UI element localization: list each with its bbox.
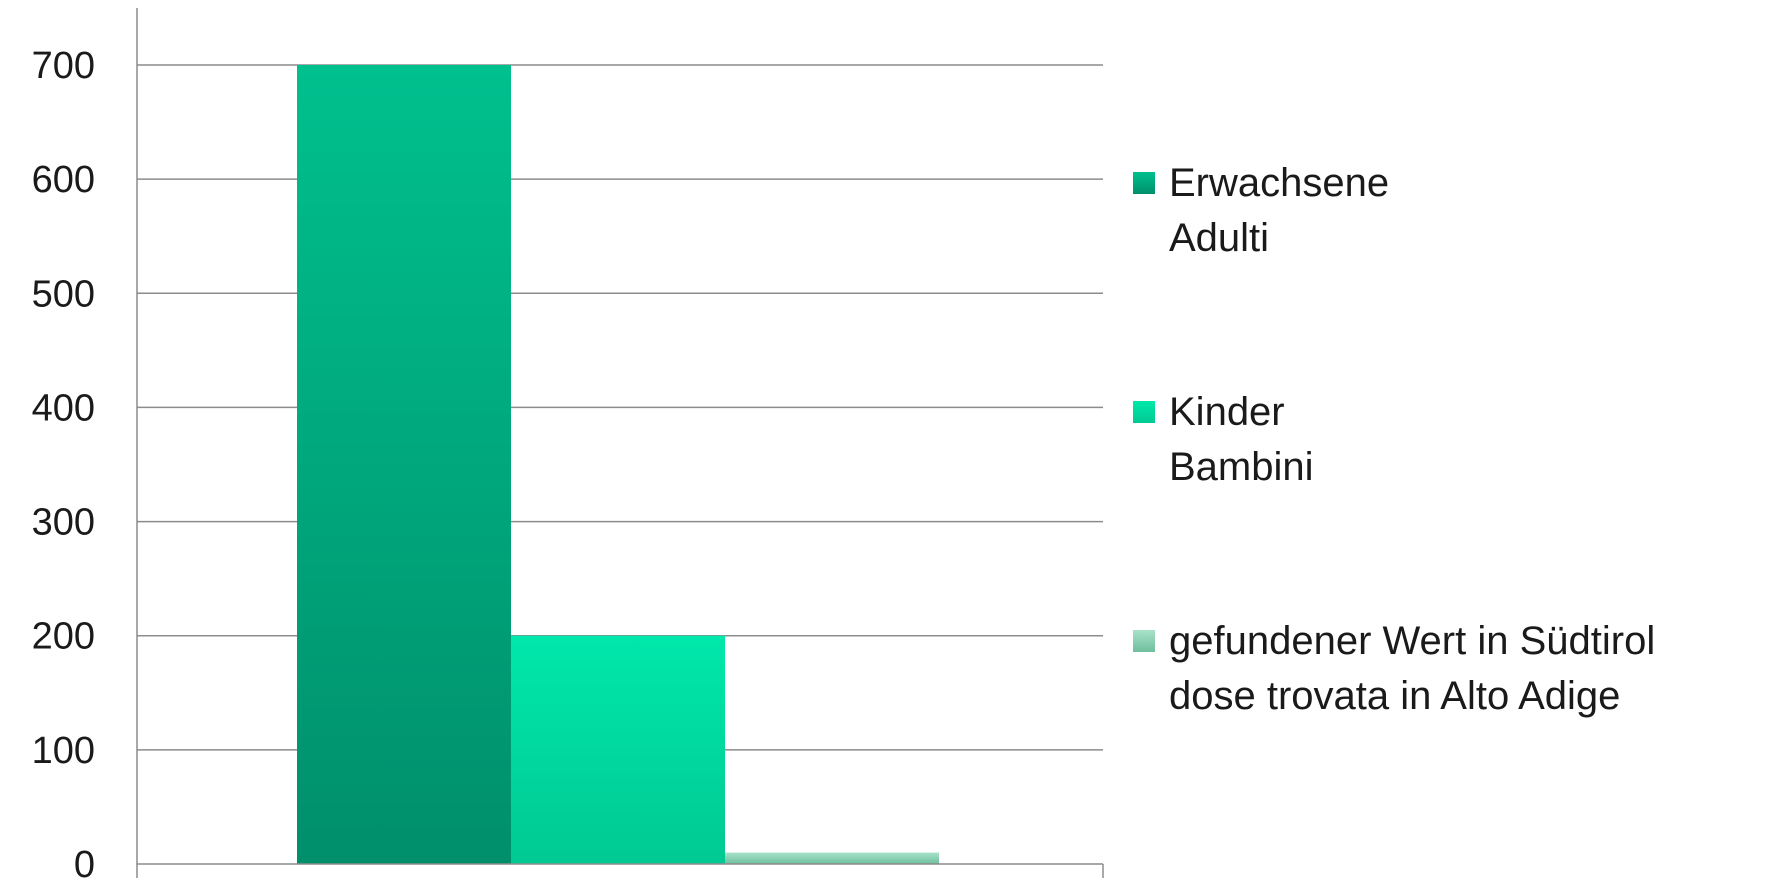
legend-label-2: Kinder [1169, 390, 1285, 434]
legend-label-1: Adulti [1169, 216, 1269, 260]
y-tick-labels: 0 100 200 300 400 500 600 700 [32, 45, 95, 880]
axes [136, 8, 1104, 878]
legend: Erwachsene Adulti Kinder Bambini gefundener … [1133, 161, 1655, 718]
bar-series-3 [725, 852, 939, 864]
y-tick-label: 700 [32, 45, 95, 87]
bar-series-2 [511, 635, 725, 864]
legend-label-3: dose trovata in Alto Adige [1169, 674, 1620, 718]
bars [297, 65, 939, 864]
y-tick-label: 300 [32, 502, 95, 544]
y-tick-label: 500 [32, 273, 95, 315]
legend-swatch-3 [1133, 630, 1155, 652]
y-tick-label: 0 [74, 844, 95, 880]
y-tick-label: 100 [32, 730, 95, 772]
legend-swatch-1 [1133, 172, 1155, 194]
legend-label-2: Bambini [1169, 445, 1314, 489]
y-tick-label: 200 [32, 616, 95, 658]
legend-label-3: gefundener Wert in Südtirol [1169, 619, 1655, 663]
y-tick-label: 400 [32, 387, 95, 429]
bar-series-1 [297, 65, 511, 864]
y-tick-label: 600 [32, 159, 95, 201]
legend-swatch-2 [1133, 401, 1155, 423]
legend-label-1: Erwachsene [1169, 161, 1389, 205]
